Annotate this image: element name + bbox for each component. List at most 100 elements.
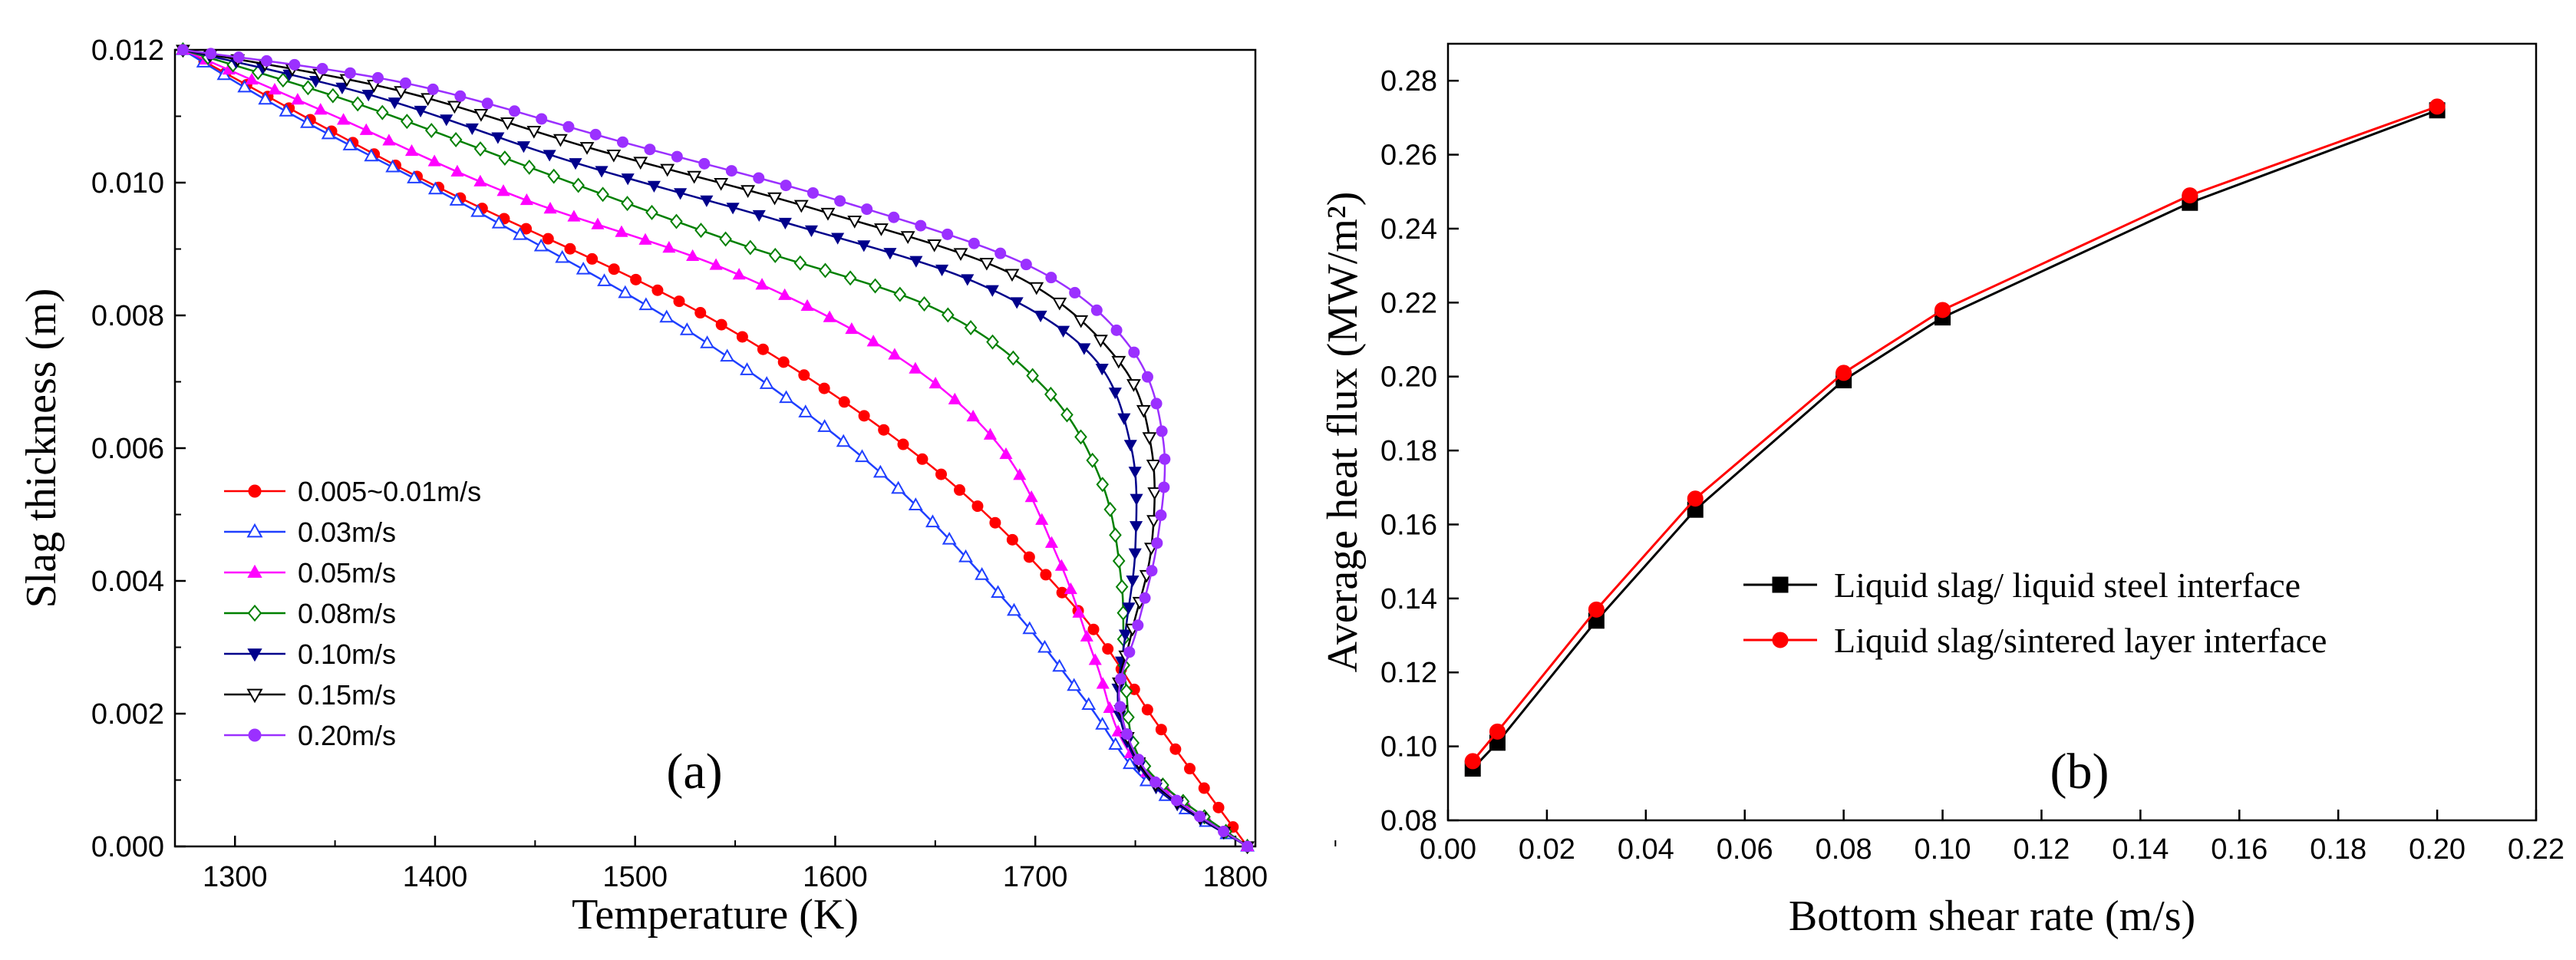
chart-a-data-point (321, 126, 336, 140)
chart-a-data-point (1141, 704, 1153, 716)
chart-a-data-point (1096, 477, 1110, 493)
chart-b-ytick-label: 0.12 (1380, 657, 1437, 689)
chart-a-data-point (1146, 459, 1161, 473)
chart-a-data-point (855, 449, 869, 463)
chart-a-data-point (883, 248, 897, 260)
chart-b-legend: Liquid slag/ liquid steel interface Liqui… (1743, 566, 2327, 660)
chart-a-data-point (986, 334, 999, 350)
chart-a-data-point (753, 172, 765, 184)
chart-a-data-point (888, 211, 900, 223)
chart-a-data-point (1013, 468, 1027, 480)
chart-b-xtick-label: 0.20 (2409, 833, 2466, 866)
chart-a-data-point (399, 77, 411, 89)
chart-a-data-point (908, 497, 923, 510)
chart-b-ytick-label: 0.16 (1380, 509, 1437, 541)
chart-a-data-point (674, 188, 688, 200)
chart-a-legend-label: 0.15m/s (298, 679, 396, 711)
chart-a-data-point (836, 434, 851, 447)
chart-b-data-point (2182, 187, 2198, 204)
chart-a-data-point (316, 63, 328, 75)
chart-a-data-point (989, 516, 1001, 529)
chart-a-data-point (1095, 364, 1109, 376)
chart-a-data-point (671, 150, 683, 163)
chart-a-data-point (382, 134, 396, 146)
chart-b-frame (1446, 42, 2538, 822)
chart-a-data-point (1024, 490, 1038, 503)
chart-b-ytick-label: 0.28 (1380, 65, 1437, 97)
chart-b-data-point (1934, 302, 1951, 318)
chart-a-data-point (1194, 810, 1206, 823)
chart-a-data-point (376, 104, 389, 120)
chart-a-data-point (491, 132, 505, 144)
chart-b-ytick-label: 0.10 (1380, 731, 1437, 764)
chart-a-data-point (481, 97, 493, 110)
chart-a-data-point (1184, 763, 1196, 775)
chart-a-data-point (401, 114, 414, 130)
chart-a-data-point (979, 257, 994, 271)
chart-a-data-point (579, 142, 595, 155)
chart-b-series-line (1472, 105, 2438, 762)
chart-a-data-point (1004, 269, 1020, 282)
chart-b-data-point (2429, 98, 2446, 115)
chart-a-data-point (1128, 346, 1140, 358)
chart-a-data-point (740, 362, 754, 375)
chart-a-data-point (543, 202, 557, 214)
chart-a-data-point (427, 181, 443, 195)
chart-a-data-point (1074, 315, 1089, 328)
chart-a-data-point (589, 128, 602, 140)
chart-a-data-point (778, 288, 792, 300)
chart-a-data-point (900, 231, 915, 244)
chart-a-data-point (291, 93, 305, 105)
chart-a-data-point (968, 237, 980, 249)
chart-a-data-point (985, 285, 999, 297)
chart-a-data-point (645, 204, 658, 220)
chart-a-data-point (909, 256, 923, 268)
chart-a-data-point (1109, 527, 1122, 543)
chart-b-xtick-label: 0.18 (2310, 833, 2367, 866)
chart-a-data-point (800, 299, 814, 312)
chart-a-xtick-label: 1300 (203, 861, 268, 893)
chart-a-data-point (991, 585, 1005, 599)
chart-a-data-point (1060, 407, 1074, 423)
chart-a-data-point (700, 335, 715, 348)
chart-a-data-point (942, 307, 955, 323)
chart-a-data-point (694, 223, 707, 239)
chart-a-data-point (638, 233, 652, 245)
chart-a-legend-marker (247, 564, 262, 578)
chart-a-data-point (536, 113, 548, 125)
chart-a-data-point (1115, 673, 1127, 685)
chart-a-data-point (915, 219, 927, 232)
chart-a-data-point (572, 177, 585, 193)
chart-a-data-point (1117, 413, 1131, 425)
chart-a-series-line (183, 48, 1248, 848)
chart-a-data-point (942, 531, 957, 545)
chart-a-data-point (421, 93, 436, 107)
chart-a-data-point (1116, 605, 1130, 621)
chart-a-data-point (361, 90, 375, 102)
chart-a-data-point (1072, 605, 1086, 618)
chart-a-data-point (1090, 304, 1103, 316)
chart-a-data-point (1123, 756, 1137, 770)
chart-a-data-point (1069, 286, 1081, 299)
chart-a-data-point (857, 240, 871, 252)
chart-a-data-point (1114, 701, 1126, 713)
chart-a-data-point (861, 203, 873, 216)
chart-a-data-point (838, 396, 850, 408)
chart-a-data-point (874, 223, 889, 236)
chart-b-ylabel: Average heat flux (MW/m²) (1319, 192, 1367, 673)
chart-a-data-point (732, 268, 746, 280)
chart-a-data-point (1086, 452, 1100, 468)
chart-a-data-point (567, 209, 581, 222)
chart-a-data-point (1158, 481, 1170, 493)
chart-a-data-point (1035, 513, 1049, 525)
chart-a-data-point (662, 241, 676, 253)
chart-a-data-point (491, 215, 506, 229)
chart-b-legend-marker (1772, 576, 1789, 593)
chart-b-ytick-label: 0.20 (1380, 361, 1437, 394)
chart-a-data-point (958, 549, 973, 562)
chart-a-data-point (916, 453, 928, 465)
chart-a-data-point (1130, 493, 1143, 506)
chart-a-data-point (1057, 325, 1070, 338)
chart-a-data-point (176, 44, 189, 56)
